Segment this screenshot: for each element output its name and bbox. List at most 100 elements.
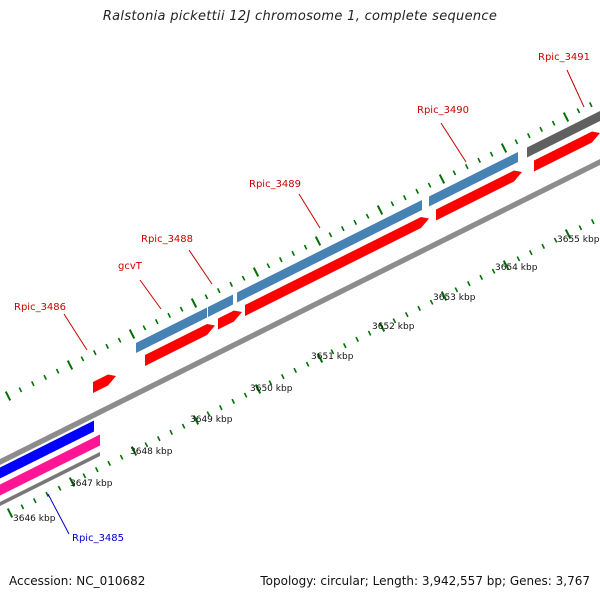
lower-scale-tick [6,508,14,518]
upper-scale-tick [539,126,544,132]
lower-scale-tick [578,225,583,231]
upper-scale-tick [526,133,531,139]
cds-band-rpic3485 [0,434,100,496]
lower-scale-tick [268,380,273,386]
lower-scale-tick [305,361,310,367]
cds-forward-rpic3490 [429,152,518,207]
upper-scale-tick [365,213,370,219]
upper-scale-tick [55,368,60,374]
lower-scale-tick [553,237,558,243]
gene-label-rpic3485: Rpic_3485 [72,533,124,544]
lower-scale-tick [144,442,149,448]
upper-scale-tick [204,294,209,300]
upper-scale-tick [500,143,508,153]
upper-scale-tick [328,232,333,238]
upper-scale-tick [229,281,234,287]
lower-scale-tick [32,498,37,504]
gene-label-leader [63,313,88,351]
upper-scale-tick [514,139,519,145]
upper-scale-tick [376,205,384,215]
lower-scale-tick [192,415,200,425]
lower-scale-tick [206,411,211,417]
upper-scale-tick [30,381,35,387]
upper-scale-tick [266,263,271,269]
scale-label: 3649 kbp [190,415,233,425]
gene-label-leader [440,122,467,163]
upper-scale-tick [340,226,345,232]
cds-forward-rpic3489 [237,200,422,303]
lower-scale-tick [243,392,248,398]
gene-label-leader [298,193,321,229]
upper-scale-tick [464,164,469,170]
lower-scale-tick [479,274,484,280]
upper-scale-tick [489,151,494,157]
scale-label: 3651 kbp [311,352,354,362]
lower-scale-tick [516,256,521,262]
upper-scale-tick [128,329,136,339]
upper-scale-tick [588,102,593,108]
upper-scale-tick [291,250,296,256]
lower-scale-tick [45,491,50,497]
lower-scale-tick [82,473,87,479]
lower-scale-tick [528,250,533,256]
upper-scale-tick [179,306,184,312]
gene-arrow-rpic3490 [436,170,522,221]
upper-scale-tick [252,267,260,277]
lower-scale-tick [280,374,285,380]
scale-label: 3647 kbp [70,479,113,489]
lower-scale-tick [169,429,174,435]
lower-scale-tick [440,291,448,301]
upper-scale-tick [427,182,432,188]
lower-scale-tick [429,299,434,305]
upper-scale-tick [92,350,97,356]
upper-scale-tick [303,244,308,250]
lower-scale-tick [293,367,298,373]
lower-scale-tick [417,305,422,311]
upper-scale-tick [278,257,283,263]
gene-arrow-rpic3491 [534,131,600,172]
gene-label-rpic3491: Rpic_3491 [538,52,590,63]
upper-scale-tick [241,275,246,281]
gene-band-rpic3485 [0,420,94,479]
upper-scale-tick [576,108,581,114]
gene-label-rpic3488: Rpic_3488 [141,234,193,245]
upper-scale-tick [117,337,122,343]
scale-label: 3652 kbp [372,322,415,332]
lower-scale-tick [107,460,112,466]
lower-scale-tick [355,336,360,342]
lower-scale-tick [156,436,161,442]
upper-scale-tick [216,288,221,294]
upper-scale-tick [190,298,198,308]
upper-scale-tick [167,312,172,318]
backbone-line [0,159,600,465]
lower-scale-tick [68,477,76,487]
gene-label-rpic3490: Rpic_3490 [417,105,469,116]
lower-scale-tick [466,281,471,287]
scale-label: 3650 kbp [250,384,293,394]
upper-scale-tick [390,201,395,207]
lower-scale-tick [454,287,459,293]
upper-scale-tick [43,374,48,380]
upper-scale-tick [551,120,556,126]
gene-label-rpic3486: Rpic_3486 [14,302,66,313]
lower-scale-tick [231,398,236,404]
upper-scale-tick [66,360,74,370]
upper-scale-tick [438,174,446,184]
lower-scale-tick [378,322,386,332]
gene-arrow-rpic3489 [245,217,429,316]
lower-scale-tick [342,343,347,349]
lower-scale-tick [57,485,62,491]
scale-label: 3655 kbp [557,235,600,245]
gene-label-rpic3489: Rpic_3489 [249,179,301,190]
lower-scale-tick [392,318,397,324]
lower-scale-tick [590,219,595,225]
gene-arrow-rpic3486 [93,374,116,393]
scale-label: 3653 kbp [433,293,476,303]
upper-scale-tick [142,325,147,331]
lower-scale-tick [130,446,138,456]
lower-scale-tick [254,384,262,394]
cds-forward-rpic3488 [208,294,233,317]
lower-scale-tick [330,349,335,355]
lower-scale-tick [181,423,186,429]
